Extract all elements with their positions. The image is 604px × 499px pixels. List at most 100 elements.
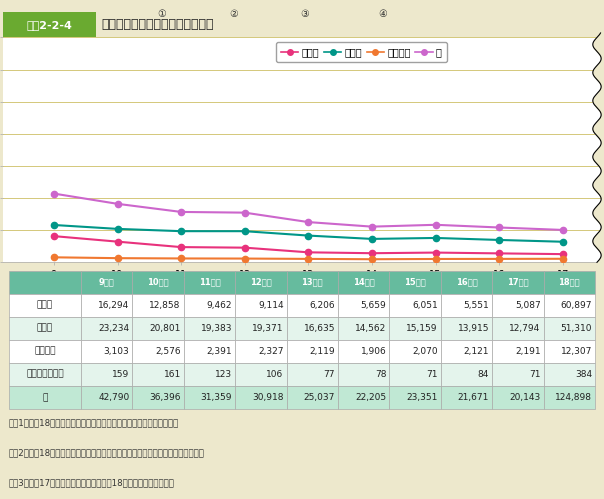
Text: ①: ① <box>157 9 166 19</box>
Text: 1,906: 1,906 <box>361 347 387 356</box>
Bar <box>441 340 492 363</box>
Text: 30,918: 30,918 <box>252 393 284 402</box>
Bar <box>492 363 544 386</box>
Text: 2,121: 2,121 <box>464 347 489 356</box>
Text: 13年度: 13年度 <box>301 277 323 286</box>
Text: 31,359: 31,359 <box>201 393 232 402</box>
Bar <box>184 363 235 386</box>
Text: 14,562: 14,562 <box>355 324 387 333</box>
Bar <box>235 270 286 293</box>
Bar <box>390 293 441 317</box>
Text: ②: ② <box>229 9 237 19</box>
Text: 42,790: 42,790 <box>98 393 129 402</box>
Text: 16,294: 16,294 <box>98 300 129 309</box>
Bar <box>338 293 390 317</box>
Text: 60,897: 60,897 <box>561 300 592 309</box>
Text: 36,396: 36,396 <box>149 393 181 402</box>
Bar <box>390 270 441 293</box>
Bar <box>338 363 390 386</box>
Text: ④: ④ <box>378 9 387 19</box>
Bar <box>235 386 286 409</box>
Bar <box>132 293 184 317</box>
Bar <box>390 340 441 363</box>
Text: 2,576: 2,576 <box>155 347 181 356</box>
Bar <box>338 270 390 293</box>
Bar <box>132 340 184 363</box>
Bar <box>441 270 492 293</box>
Bar <box>544 340 595 363</box>
Text: 14年度: 14年度 <box>353 277 374 286</box>
Text: 20,143: 20,143 <box>509 393 541 402</box>
Text: 21,671: 21,671 <box>458 393 489 402</box>
Bar <box>81 317 132 340</box>
Bar <box>132 270 184 293</box>
Text: 16年度: 16年度 <box>455 277 477 286</box>
Text: 12,794: 12,794 <box>509 324 541 333</box>
Text: 161: 161 <box>164 370 181 379</box>
Bar <box>441 317 492 340</box>
Text: 2,070: 2,070 <box>412 347 438 356</box>
Bar <box>338 340 390 363</box>
Bar <box>286 317 338 340</box>
Bar <box>492 386 544 409</box>
Bar <box>132 317 184 340</box>
Text: 9,462: 9,462 <box>207 300 232 309</box>
Text: 2．平成18年度からは，いじめの定義を見直すなど調査方法等を改めている。: 2．平成18年度からは，いじめの定義を見直すなど調査方法等を改めている。 <box>9 448 205 457</box>
Text: 3．平成17年度までは発生件数，平成18年度からは認知件数。: 3．平成17年度までは発生件数，平成18年度からは認知件数。 <box>9 478 175 487</box>
Bar <box>184 386 235 409</box>
Text: 5,659: 5,659 <box>361 300 387 309</box>
Text: 15年度: 15年度 <box>404 277 426 286</box>
Text: 19,383: 19,383 <box>201 324 232 333</box>
Text: 12,858: 12,858 <box>149 300 181 309</box>
Bar <box>9 317 81 340</box>
Text: 23,234: 23,234 <box>98 324 129 333</box>
Text: 124,898: 124,898 <box>555 393 592 402</box>
Text: 15,159: 15,159 <box>406 324 438 333</box>
Bar <box>3 12 95 37</box>
Text: 9年度: 9年度 <box>99 277 115 286</box>
Text: 123: 123 <box>215 370 232 379</box>
Bar <box>235 293 286 317</box>
Legend: 小学校, 中学校, 高等学校, 計: 小学校, 中学校, 高等学校, 計 <box>276 42 446 62</box>
Text: 11年度: 11年度 <box>199 277 220 286</box>
Text: 小学校: 小学校 <box>37 300 53 309</box>
Bar <box>9 340 81 363</box>
Text: 17年度: 17年度 <box>507 277 528 286</box>
Bar <box>544 386 595 409</box>
Text: 71: 71 <box>426 370 438 379</box>
Bar <box>81 340 132 363</box>
Text: 3,103: 3,103 <box>104 347 129 356</box>
Text: 6,051: 6,051 <box>412 300 438 309</box>
Bar <box>338 386 390 409</box>
Bar <box>81 363 132 386</box>
Text: 13,915: 13,915 <box>458 324 489 333</box>
Bar <box>544 270 595 293</box>
Bar <box>390 386 441 409</box>
Text: 23,351: 23,351 <box>406 393 438 402</box>
Text: 20,801: 20,801 <box>149 324 181 333</box>
Bar <box>184 317 235 340</box>
Bar <box>81 270 132 293</box>
Text: 特殊教育諸学校: 特殊教育諸学校 <box>26 370 64 379</box>
Bar <box>441 386 492 409</box>
Text: 16,635: 16,635 <box>303 324 335 333</box>
Bar <box>132 386 184 409</box>
Text: 6,206: 6,206 <box>309 300 335 309</box>
Bar <box>9 293 81 317</box>
Bar <box>492 293 544 317</box>
Text: 71: 71 <box>529 370 541 379</box>
Bar <box>286 340 338 363</box>
Bar <box>184 293 235 317</box>
Text: 計: 計 <box>42 393 48 402</box>
Bar <box>544 363 595 386</box>
Text: 384: 384 <box>575 370 592 379</box>
Bar <box>9 386 81 409</box>
Bar <box>184 340 235 363</box>
Text: 5,551: 5,551 <box>463 300 489 309</box>
Bar <box>286 363 338 386</box>
Text: 12,307: 12,307 <box>561 347 592 356</box>
Text: 78: 78 <box>375 370 387 379</box>
Bar <box>235 340 286 363</box>
Bar <box>441 363 492 386</box>
Text: いじめの認知（発生）件数の推移: いじめの認知（発生）件数の推移 <box>101 18 214 31</box>
